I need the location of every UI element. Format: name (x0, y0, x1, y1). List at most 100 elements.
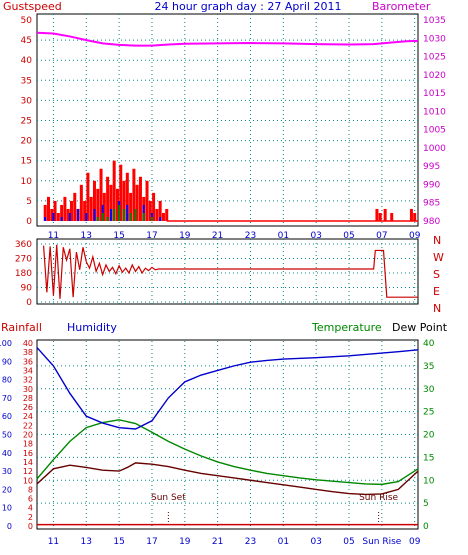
gust-bar (46, 196, 50, 221)
compass-label: W (433, 251, 444, 264)
gust-bar (89, 196, 93, 221)
direction-tick-label: 180 (15, 269, 32, 279)
gust-bar (43, 204, 47, 221)
sun-annotation-label: Sun Rise (359, 493, 398, 503)
wind-low-bar (142, 212, 145, 221)
dewpoint-line (36, 462, 419, 496)
gust-bar (409, 208, 413, 221)
humidity-axis-ticks: 0 10 20 30 40 50 60 70 80 90 100 (0, 339, 12, 531)
humidity-tick-label: 70 (2, 394, 12, 403)
inner-tick-label: 36 (23, 357, 33, 366)
inner-tick-label: 24 (23, 412, 33, 421)
gust-bar (69, 200, 73, 221)
temperature-panel-frame (36, 339, 419, 530)
barometer-series (36, 31, 419, 47)
wind-bar (159, 216, 162, 221)
gust-bar (148, 200, 152, 221)
temperature-time-axis: 11 13 15 17 19 21 23 01 03 05 Sun Rise 09 (48, 537, 421, 547)
wind-time-tick: 11 (48, 231, 59, 241)
temperature-humidity-panel: 0102030405060708090100 02468101214161820… (0, 321, 448, 547)
gust-tick-label: 35 (21, 76, 32, 86)
temperature-axis-ticks: 0 5 10 15 20 25 30 35 40 (423, 339, 435, 532)
wind-bar (93, 208, 96, 221)
inner-tick-label: 10 (23, 476, 33, 485)
wind-time-tick: 15 (113, 231, 124, 241)
temperature-time-tick: 03 (310, 537, 321, 547)
gust-bar (83, 200, 87, 221)
barometer-tick-label: 1025 (423, 53, 446, 63)
gust-bar (165, 208, 169, 221)
inner-tick-label: 20 (23, 431, 33, 440)
wind-bar (52, 212, 55, 221)
sun-annotations: Sun Set Sun Rise (151, 493, 399, 526)
inner-tick-label: 18 (23, 440, 33, 449)
wind-time-tick: 03 (310, 231, 321, 241)
gust-axis-ticks: 0 5 10 15 20 25 30 35 40 45 50 (21, 16, 33, 227)
barometer-tick-label: 1010 (423, 107, 446, 117)
temperature-time-tick: 21 (212, 537, 223, 547)
temperature-time-tick: 05 (343, 537, 354, 547)
wind-time-tick: 09 (409, 231, 421, 241)
dewpoint-axis-label: Dew Point (392, 321, 448, 334)
gust-bar (115, 188, 119, 221)
inner-tick-label: 30 (23, 385, 33, 394)
gust-bar (152, 192, 156, 221)
wind-bar (109, 208, 112, 221)
temperature-tick-label: 0 (423, 522, 429, 532)
humidity-tick-label: 0 (7, 522, 12, 531)
gust-tick-label: 45 (21, 36, 32, 46)
direction-axis-ticks: 0 90 180 270 360 (15, 240, 32, 308)
temperature-tick-label: 35 (423, 362, 434, 372)
wind-bar (126, 204, 129, 221)
wind-bar (101, 204, 104, 221)
inner-tick-label: 4 (28, 504, 33, 513)
gust-bar (119, 164, 123, 221)
compass-label: S (433, 268, 440, 281)
barometer-tick-label: 1015 (423, 89, 446, 99)
gust-bar (158, 200, 162, 221)
humidity-tick-label: 60 (2, 412, 12, 421)
inner-tick-label: 40 (23, 339, 33, 348)
gust-bar (99, 168, 103, 221)
humidity-tick-label: 40 (2, 449, 12, 458)
gust-tick-label: 50 (21, 16, 33, 26)
gust-bar (383, 208, 387, 221)
direction-tick-label: 0 (26, 298, 32, 308)
temperature-time-tick: 19 (179, 537, 191, 547)
compass-label: E (433, 285, 440, 298)
wind-bar (77, 208, 80, 221)
compass-label: N (433, 302, 441, 315)
wind-low-bar (150, 216, 153, 221)
wind-panel-grid (37, 14, 418, 226)
gust-bar (122, 180, 126, 221)
temperature-time-tick: 23 (245, 537, 256, 547)
wind-low-bar (106, 216, 109, 221)
gust-tick-label: 0 (26, 217, 32, 227)
humidity-line (36, 347, 419, 430)
humidity-tick-label: 10 (2, 504, 12, 513)
humidity-tick-label: 100 (0, 339, 12, 348)
barometer-axis-label: Barometer (372, 0, 431, 13)
wind-time-tick: 21 (212, 231, 223, 241)
wind-low-bar (134, 208, 137, 221)
barometer-tick-label: 980 (423, 217, 440, 227)
wind-bar (142, 204, 145, 221)
barometer-tick-label: 1020 (423, 71, 446, 81)
temperature-panel-grid (37, 341, 418, 529)
gust-tick-label: 30 (21, 96, 33, 106)
humidity-tick-label: 80 (2, 376, 12, 385)
graph-title: 24 hour graph day : 27 April 2011 (155, 0, 342, 13)
temperature-tick-label: 20 (423, 431, 435, 441)
gust-bar (56, 212, 60, 221)
gust-bar (125, 172, 129, 221)
temperature-tick-label: 40 (423, 339, 435, 349)
barometer-tick-label: 995 (423, 162, 440, 172)
barometer-tick-label: 985 (423, 199, 440, 209)
gust-bar (66, 208, 70, 221)
barometer-tick-label: 1035 (423, 16, 446, 26)
gust-tick-label: 25 (21, 117, 32, 127)
gust-bar (378, 212, 382, 221)
